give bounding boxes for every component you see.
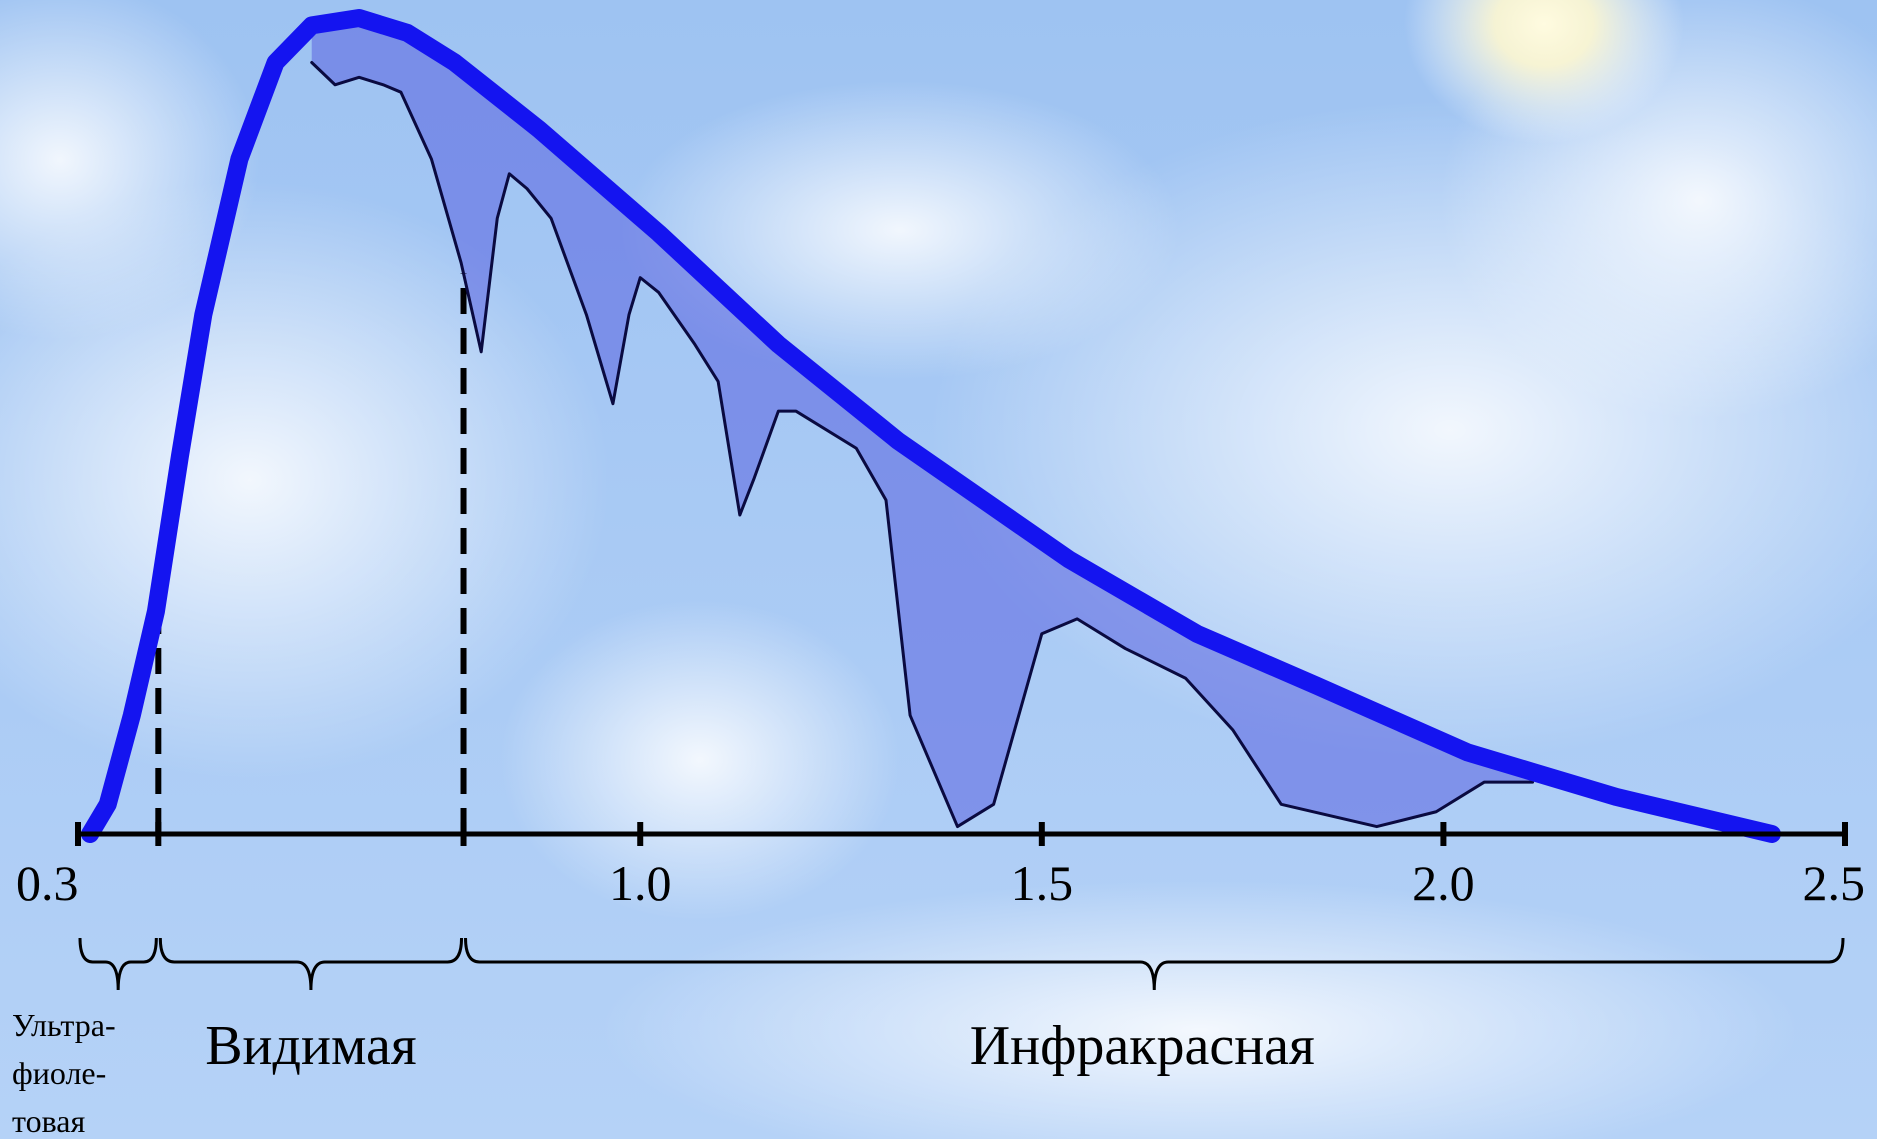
x-tick-label: 1.5 — [1011, 855, 1074, 911]
x-tick-label: 2.0 — [1412, 855, 1475, 911]
x-tick-label: 1.0 — [609, 855, 672, 911]
region-label: Ультра- — [12, 1007, 116, 1043]
region-brace — [78, 937, 158, 991]
x-tick-label: 2.5 — [1803, 855, 1866, 911]
spectrum-outer — [81, 9, 1781, 843]
region-label: товая — [12, 1103, 85, 1139]
region-label: Инфракрасная — [970, 1015, 1315, 1077]
absorption-band — [311, 18, 1533, 827]
region-label: Видимая — [205, 1015, 416, 1077]
region-brace — [464, 937, 1845, 991]
region-label: фиоле- — [12, 1055, 106, 1091]
spectrum-surface — [310, 61, 1535, 829]
x-tick-label: 0.3 — [16, 855, 79, 911]
region-brace — [158, 937, 464, 991]
